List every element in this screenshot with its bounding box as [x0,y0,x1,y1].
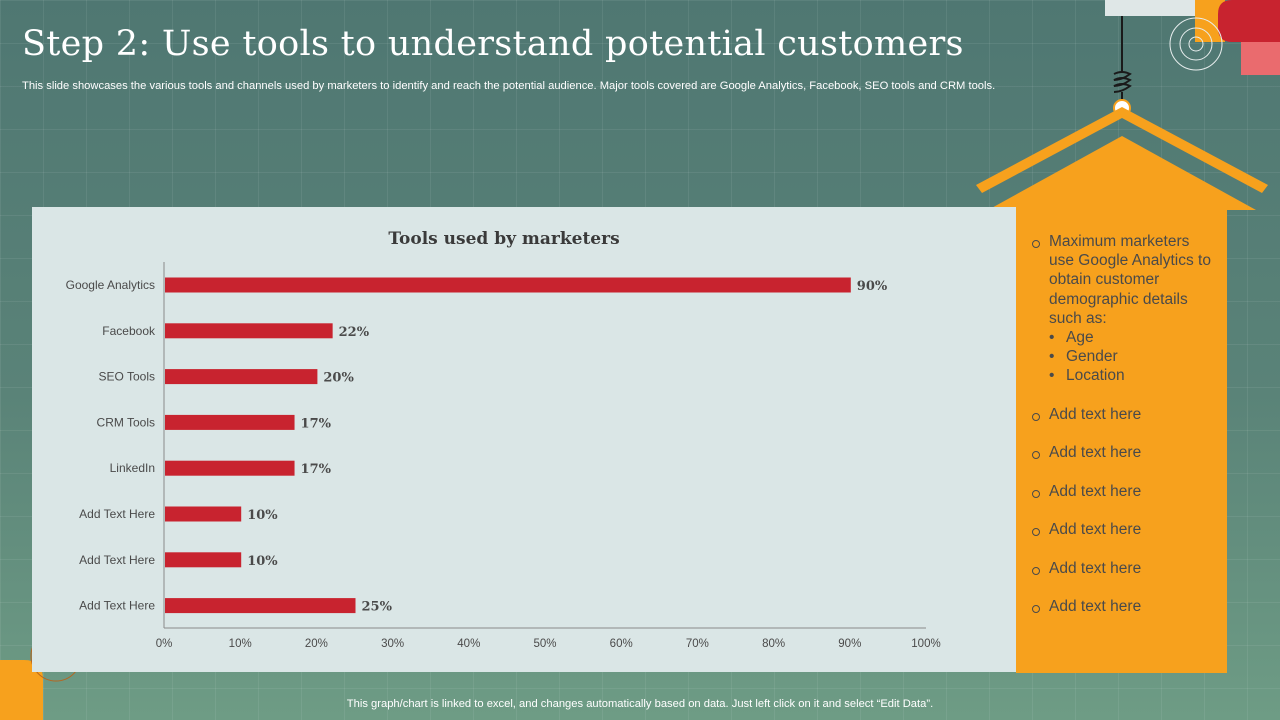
category-label: LinkedIn [110,461,155,475]
bar [165,460,295,476]
category-label: SEO Tools [99,370,155,384]
corner-pink-block [1241,42,1280,75]
x-tick-label: 10% [229,638,252,650]
bar-value-label: 17% [301,416,332,431]
note-placeholder: Add text here [1032,443,1217,462]
note-placeholder: Add text here [1032,482,1217,501]
demographics-list: Age Gender Location [1049,328,1217,386]
bar [165,598,356,614]
footer-note: This graph/chart is linked to excel, and… [346,698,934,710]
demographic-item: Location [1049,366,1217,385]
note-placeholder: Add text here [1032,520,1217,539]
bar [165,552,242,568]
bar-value-label: 17% [301,462,332,477]
bar-chart: 0% 10% 20% 30% 40% 50% 60% 70% 80% 90% 100% Google … [66,262,941,650]
x-tick-label: 80% [762,638,785,650]
category-label: Facebook [102,324,156,338]
x-tick-label: 50% [533,638,556,650]
bar [165,506,242,522]
bar [165,369,318,385]
bar-value-label: 90% [857,279,888,294]
demographic-item: Age [1049,328,1217,347]
note-placeholder: Add text here [1032,597,1217,616]
note-main: Maximum marketers use Google Analytics t… [1032,232,1217,386]
corner-red-block [1218,0,1280,42]
x-tick-label: 30% [381,638,404,650]
bar-value-label: 25% [362,600,393,615]
bar-value-label: 10% [247,508,278,523]
bar [165,414,295,430]
chart-panel: Tools used by marketers 0% 10% 20% 30% 40% 50… [32,207,1016,672]
x-tick-label: 60% [610,638,633,650]
concentric-circles-icon [1169,17,1223,71]
spring-hanger-icon [1113,16,1132,117]
corner-light-block [1105,0,1195,16]
page-subtitle: This slide showcases the various tools a… [22,80,996,92]
category-label: Add Text Here [79,553,155,567]
side-panel: Maximum marketers use Google Analytics t… [1016,209,1227,673]
x-tick-label: 70% [686,638,709,650]
category-label: Google Analytics [66,278,155,292]
x-tick-label: 0% [156,638,173,650]
x-tick-label: 90% [838,638,861,650]
chart-title: Tools used by marketers [388,229,620,249]
x-tick-label: 40% [457,638,480,650]
notes-list: Maximum marketers use Google Analytics t… [1032,232,1217,636]
category-label: CRM Tools [97,415,155,429]
note-placeholder: Add text here [1032,559,1217,578]
page-title: Step 2: Use tools to understand potentia… [22,24,964,64]
note-placeholder: Add text here [1032,405,1217,424]
arrow-head-shape [988,136,1256,210]
category-label: Add Text Here [79,507,155,521]
roof-chevron-shape [976,107,1268,193]
x-tick-label: 100% [911,638,940,650]
category-label: Add Text Here [79,599,155,613]
bar-value-label: 20% [323,371,354,386]
bar-value-label: 22% [339,325,370,340]
bar [165,277,851,293]
x-tick-label: 20% [305,638,328,650]
corner-orange-block [1195,0,1225,42]
bar [165,323,333,339]
demographic-item: Gender [1049,347,1217,366]
bar-value-label: 10% [247,554,278,569]
note-main-text: Maximum marketers use Google Analytics t… [1049,233,1211,327]
